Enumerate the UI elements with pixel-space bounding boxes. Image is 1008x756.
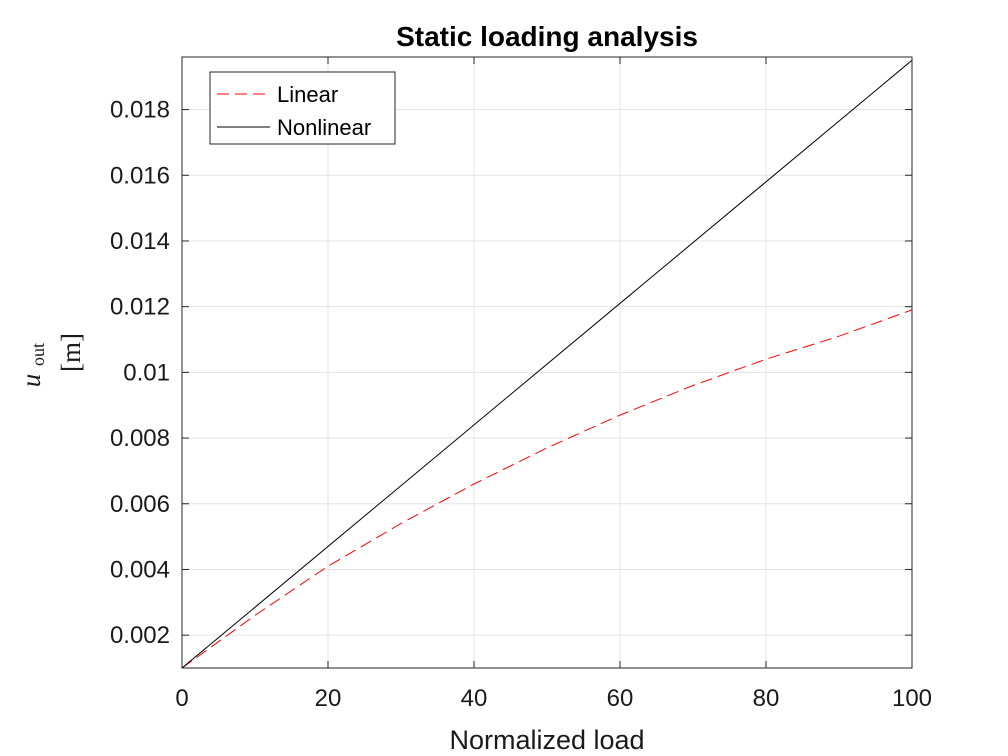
x-axis-label: Normalized load xyxy=(449,725,644,755)
series-lines xyxy=(181,59,913,669)
x-tick-labels: 0 20 40 60 80 100 xyxy=(175,685,932,712)
x-tick-label: 40 xyxy=(461,685,488,712)
y-tick-label: 0.012 xyxy=(110,294,170,321)
y-axis-label-symbol: u xyxy=(16,374,46,388)
x-tick-label: 60 xyxy=(607,685,634,712)
x-tick-label: 100 xyxy=(892,685,932,712)
y-tick-label: 0.01 xyxy=(123,359,170,386)
x-tick-label: 0 xyxy=(175,685,188,712)
y-axis-label-unit: [m] xyxy=(56,333,86,372)
x-tick-label: 20 xyxy=(315,685,342,712)
y-axis-label: u out [m] xyxy=(16,333,86,387)
y-tick-label: 0.018 xyxy=(110,97,170,124)
y-tick-labels: 0.002 0.004 0.006 0.008 0.01 0.012 0.014 0.016 0… xyxy=(110,97,170,650)
y-tick-label: 0.002 xyxy=(110,622,170,649)
legend-box xyxy=(209,71,396,145)
y-tick-label: 0.014 xyxy=(110,228,170,255)
series-line-linear xyxy=(181,309,913,669)
y-tick-label: 0.004 xyxy=(110,556,170,583)
y-tick-label: 0.016 xyxy=(110,162,170,189)
series-line-nonlinear xyxy=(181,59,913,669)
y-tick-label: 0.008 xyxy=(110,425,170,452)
y-axis-label-subscript: out xyxy=(28,343,48,366)
legend-label-linear: Linear xyxy=(277,82,338,107)
x-tick-label: 80 xyxy=(753,685,780,712)
legend-label-nonlinear: Nonlinear xyxy=(277,115,371,140)
legend-entries: Linear Nonlinear xyxy=(217,82,371,140)
chart-title: Static loading analysis xyxy=(396,21,698,52)
axes-box xyxy=(181,56,913,669)
grid xyxy=(182,57,912,668)
y-tick-label: 0.006 xyxy=(110,491,170,518)
legend: Linear Nonlinear xyxy=(209,71,396,145)
